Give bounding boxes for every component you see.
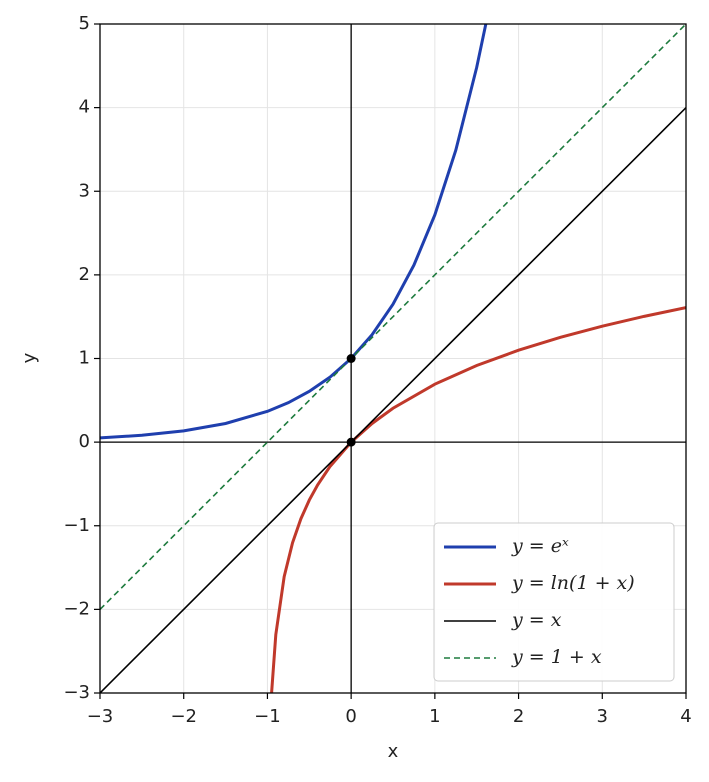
y-tick-label: 2 [79, 264, 90, 285]
legend-box [433, 522, 675, 682]
x-tick-label: 3 [597, 706, 608, 727]
legend: y = eˣ y = ln(1 + x) y = x y = 1 + x [433, 522, 675, 682]
series-line [100, 107, 686, 693]
y-axis-label: y [19, 352, 40, 363]
y-tick-label: 5 [79, 13, 90, 34]
x-tick-label: 1 [429, 706, 440, 727]
point-marker [346, 437, 356, 447]
legend-label: y = 1 + x [511, 646, 602, 668]
x-tick-label: 0 [345, 706, 356, 727]
x-axis-label: x [388, 741, 399, 762]
y-tick-label: −2 [63, 598, 90, 619]
y-tick-label: 1 [79, 348, 90, 369]
y-tick-label: −1 [63, 515, 90, 536]
x-tick-label: −2 [170, 706, 197, 727]
series-line [100, 24, 488, 440]
series-line [100, 24, 686, 610]
y-tick-label: −3 [63, 682, 90, 703]
plot-frame [99, 23, 687, 694]
y-tick-label: 3 [79, 180, 90, 201]
legend-label: y = eˣ [511, 535, 569, 557]
plot-area [100, 24, 686, 693]
y-tick-label: 4 [79, 97, 90, 118]
legend-label: y = x [511, 609, 562, 631]
x-tick-label: 2 [513, 706, 524, 727]
x-tick-label: −1 [254, 706, 281, 727]
y-tick-label: 0 [79, 431, 90, 452]
point-marker [346, 354, 356, 363]
x-tick-label: 4 [680, 706, 691, 727]
legend-label: y = ln(1 + x) [511, 572, 635, 594]
x-tick-label: −3 [87, 706, 114, 727]
